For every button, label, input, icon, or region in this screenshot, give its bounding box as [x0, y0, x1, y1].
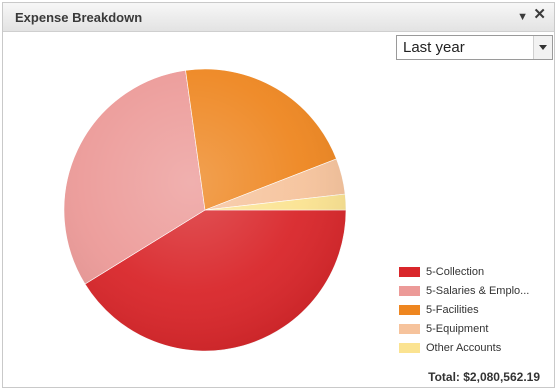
- legend-swatch: [399, 285, 420, 296]
- legend-label: 5-Equipment: [426, 322, 489, 335]
- legend-item[interactable]: Other Accounts: [399, 338, 529, 357]
- close-icon[interactable]: ✕: [533, 6, 546, 23]
- chart-legend: 5-Collection 5-Salaries & Emplo... 5-Fac…: [399, 262, 529, 357]
- legend-item[interactable]: 5-Salaries & Emplo...: [399, 281, 529, 300]
- legend-label: 5-Salaries & Emplo...: [426, 284, 530, 297]
- legend-swatch: [399, 266, 420, 277]
- widget-title: Expense Breakdown: [15, 10, 143, 25]
- legend-swatch: [399, 323, 420, 334]
- legend-item[interactable]: 5-Equipment: [399, 319, 529, 338]
- period-select-value: Last year: [403, 39, 465, 56]
- total-amount: Total: $2,080,562.19: [428, 370, 540, 384]
- legend-label: 5-Facilities: [426, 303, 479, 316]
- legend-item[interactable]: 5-Collection: [399, 262, 529, 281]
- dropdown-button[interactable]: [533, 36, 552, 59]
- widget-header: Expense Breakdown ▼ ✕: [3, 3, 554, 32]
- chevron-down-icon: [539, 45, 547, 50]
- legend-swatch: [399, 304, 420, 315]
- expense-breakdown-widget: Expense Breakdown ▼ ✕ Last year 5-Collec…: [2, 2, 555, 388]
- legend-item[interactable]: 5-Facilities: [399, 300, 529, 319]
- legend-label: Other Accounts: [426, 341, 502, 354]
- chevron-down-icon[interactable]: ▼: [517, 11, 528, 23]
- legend-label: 5-Collection: [426, 265, 485, 278]
- legend-swatch: [399, 342, 420, 353]
- period-select[interactable]: Last year: [396, 35, 553, 60]
